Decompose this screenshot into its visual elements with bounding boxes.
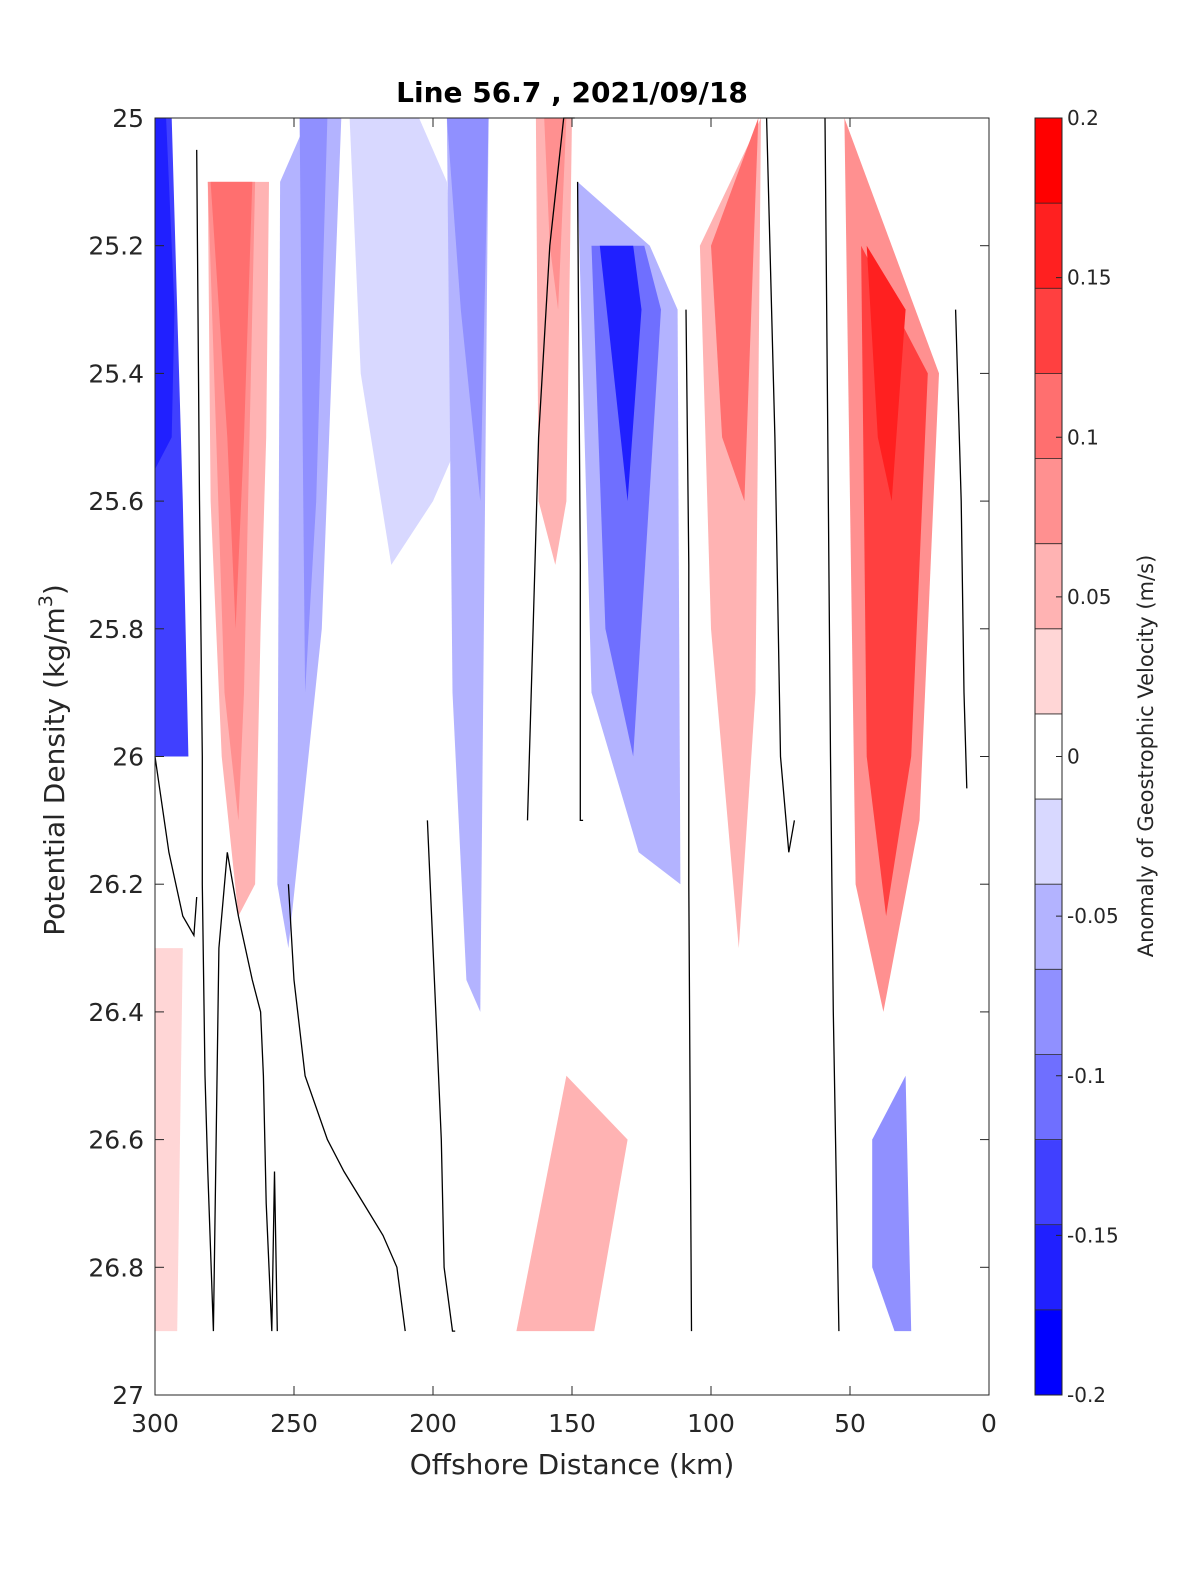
y-tick-label: 26.4 (88, 998, 144, 1027)
colorbar-tick-label: 0.15 (1067, 266, 1112, 290)
colorbar-blocks (1035, 118, 1062, 1396)
colorbar-block (1035, 543, 1062, 630)
chart-title: Line 56.7 , 2021/09/18 (396, 76, 748, 109)
colorbar-block (1035, 1139, 1062, 1226)
colorbar-block (1035, 1054, 1062, 1141)
contour-region-20 (872, 1075, 912, 1332)
x-tick-label: 100 (687, 1409, 735, 1438)
colorbar-block (1035, 884, 1062, 970)
x-tick-label: 200 (409, 1409, 457, 1438)
zero-contour-8 (824, 117, 840, 1332)
contour-region-21 (516, 1075, 628, 1332)
colorbar-block (1035, 458, 1062, 545)
colorbar-tick-label: -0.2 (1067, 1383, 1106, 1407)
y-tick-label: 26.8 (88, 1253, 144, 1282)
zero-contour-3 (426, 820, 456, 1332)
contour-region-19 (866, 245, 906, 502)
colorbar-block (1035, 288, 1062, 374)
zero-contour-5 (576, 181, 584, 822)
colorbar-tick-label: 0.2 (1067, 106, 1099, 130)
colorbar-tick-label: 0.05 (1067, 585, 1112, 609)
contour-region-6 (299, 118, 328, 693)
zero-contour-6 (685, 309, 693, 1332)
contour-fills (155, 118, 939, 1332)
zero-contour-9 (954, 309, 968, 789)
y-tick-label: 26 (112, 743, 144, 772)
contour-region-10 (535, 118, 572, 565)
colorbar-tick-label: -0.15 (1067, 1223, 1119, 1247)
colorbar-tick-label: -0.05 (1067, 904, 1119, 928)
y-axis-label-close: ) (38, 584, 71, 595)
colorbar-block (1035, 1224, 1062, 1311)
x-tick-label: 250 (270, 1409, 318, 1438)
colorbar-label: Anomaly of Geostrophic Velocity (m/s) (1134, 555, 1158, 958)
y-axis-label: Potential Density (kg/m3) (35, 584, 71, 936)
colorbar-tick-label: 0 (1067, 745, 1080, 769)
colorbar-tick-label: 0.1 (1067, 425, 1099, 449)
colorbar-block (1035, 203, 1062, 289)
contour-region-4 (210, 181, 253, 629)
contour-region-22 (155, 948, 183, 1332)
contour-region-16 (711, 118, 759, 502)
colorbar-block (1035, 799, 1062, 885)
colorbar-tick-label: -0.1 (1067, 1064, 1106, 1088)
x-axis-ticks: 300 250 200 150 100 50 0 (131, 118, 997, 1438)
y-tick-label: 25.2 (88, 232, 144, 261)
colorbar-block (1035, 118, 1062, 204)
y-axis-label-main: Potential Density (kg/m (38, 607, 71, 936)
x-tick-label: 50 (834, 1409, 866, 1438)
x-tick-label: 300 (131, 1409, 179, 1438)
x-tick-label: 150 (548, 1409, 596, 1438)
y-tick-label: 27 (112, 1381, 144, 1410)
colorbar: 0.2 0.15 0.1 0.05 0 -0.05 -0.1 -0.15 -0.2 Anomal… (1034, 106, 1158, 1407)
zero-contour-7 (765, 117, 796, 853)
zero-contour-2 (287, 884, 406, 1332)
colorbar-block (1035, 628, 1062, 715)
y-tick-label: 25.8 (88, 615, 144, 644)
y-axis-ticks: 25 25.2 25.4 25.6 25.8 26 26.2 26.4 26.6 26.8 27 (88, 104, 989, 1410)
x-tick-label: 0 (981, 1409, 997, 1438)
contour-region-7 (349, 118, 461, 565)
zero-contour-0 (154, 756, 198, 938)
contour-region-14 (599, 245, 642, 502)
contour-region-9 (446, 118, 489, 502)
y-tick-label: 25.4 (88, 359, 144, 388)
y-axis-label-superscript: 3 (35, 595, 57, 607)
y-tick-label: 26.2 (88, 870, 144, 899)
plot-area (154, 117, 990, 1396)
colorbar-block (1035, 969, 1062, 1055)
colorbar-block (1035, 373, 1062, 460)
x-axis-label: Offshore Distance (km) (410, 1448, 735, 1481)
contour-region-11 (544, 118, 567, 310)
colorbar-ticks: 0.2 0.15 0.1 0.05 0 -0.05 -0.1 -0.15 -0.2 (1056, 106, 1119, 1407)
colorbar-block (1035, 1309, 1062, 1396)
y-tick-label: 26.6 (88, 1126, 144, 1155)
y-tick-label: 25 (112, 104, 144, 133)
zero-contour-1 (196, 149, 278, 1332)
contour-region-13 (591, 245, 661, 757)
y-tick-label: 25.6 (88, 487, 144, 516)
contour-region-1 (155, 118, 175, 470)
